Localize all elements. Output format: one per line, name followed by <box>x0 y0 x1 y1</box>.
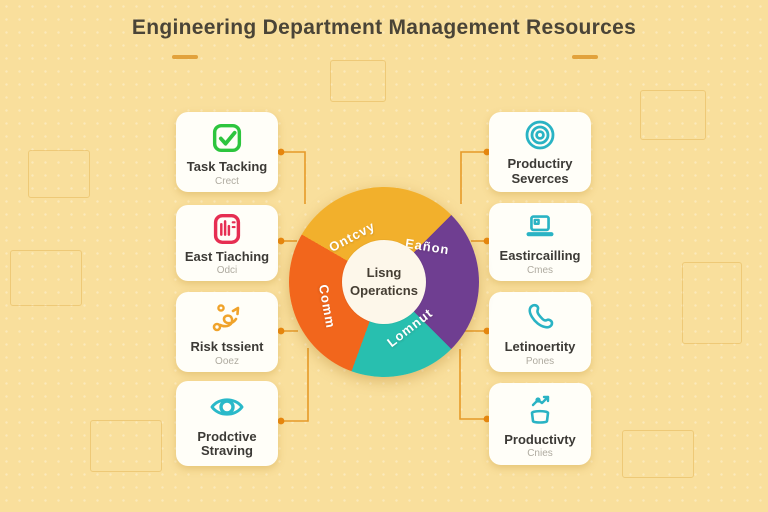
chart-center-line1: Lisng <box>366 265 402 281</box>
phone-icon <box>520 297 560 338</box>
card-title: Task Tacking <box>186 159 268 175</box>
card-title: Productiry Severces <box>507 156 573 186</box>
background-rect <box>640 90 706 140</box>
laptop-icon <box>519 208 561 247</box>
route-arrow-icon <box>207 297 247 338</box>
card-title: Eastircailling <box>499 248 581 264</box>
box-trend-icon <box>520 389 560 431</box>
card-subtitle: Odci <box>216 265 238 277</box>
cycle-chart: Ontcvy Eañon Lomnut Comm Lisng Operaticn… <box>289 187 479 377</box>
background-rect <box>330 60 386 102</box>
page-title: Engineering Department Management Resour… <box>131 16 637 39</box>
title-dash-left <box>172 55 198 59</box>
card-eastircailling: Eastircailling Cmes <box>489 203 591 281</box>
card-task-tacking: Task Tacking Crect <box>176 112 278 192</box>
card-risk-tssient: Risk tssient Ooez <box>176 292 278 372</box>
card-east-tiaching: East Tiaching Odci <box>176 205 278 281</box>
card-title: Risk tssient <box>190 339 264 355</box>
card-title: Prodctive Straving <box>197 428 257 459</box>
card-productiry-severces: Productiry Severces <box>489 112 591 192</box>
check-square-icon <box>208 117 246 158</box>
background-rect <box>682 262 742 344</box>
chart-center-line2: Operaticns <box>350 283 418 298</box>
background-rect <box>10 250 82 306</box>
card-productivty: Productivty Cnies <box>489 383 591 465</box>
background-rect <box>622 430 694 478</box>
segment-label: Comm <box>315 283 339 330</box>
title-dash-right <box>572 55 598 59</box>
card-title: Productivty <box>504 431 576 447</box>
card-title: East Tiaching <box>184 248 270 264</box>
background-rect <box>28 150 90 198</box>
card-subtitle: Ooez <box>215 356 239 367</box>
card-subtitle: Cmes <box>526 265 554 276</box>
card-letinoertity: Letinoertity Pones <box>489 292 591 372</box>
card-subtitle: Pones <box>525 356 555 367</box>
card-title: Letinoertity <box>504 339 576 355</box>
card-subtitle: Cnies <box>527 448 553 460</box>
eye-icon <box>206 386 248 428</box>
bar-chart-square-icon <box>208 210 246 248</box>
card-prodctive-straving: Prodctive Straving <box>176 381 278 466</box>
background-rect <box>90 420 162 472</box>
chart-center-label: Lisng Operaticns <box>342 240 426 324</box>
card-subtitle: Crect <box>215 176 239 187</box>
concentric-circles-icon <box>520 115 560 155</box>
